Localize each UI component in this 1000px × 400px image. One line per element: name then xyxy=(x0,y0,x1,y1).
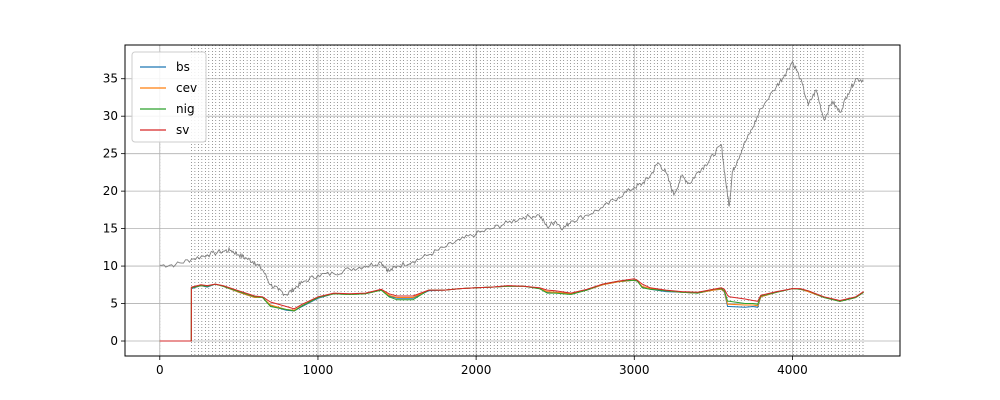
plot-frame xyxy=(124,44,901,357)
y-tick-label: 0 xyxy=(110,334,118,348)
y-tick-label: 5 xyxy=(110,297,118,311)
vertical-dotted-markers xyxy=(159,45,864,356)
x-tick-label: 2000 xyxy=(461,363,492,377)
axis-ticks: 0 1000 2000 3000 4000 0 5 10 15 20 25 30 35 xyxy=(103,72,808,377)
x-tick-label: 4000 xyxy=(777,363,808,377)
series-line-nig xyxy=(159,279,864,342)
legend-label-nig: nig xyxy=(176,102,195,116)
y-tick-label: 35 xyxy=(103,72,118,86)
legend-label-cev: cev xyxy=(176,81,197,95)
price-line xyxy=(159,60,864,297)
legend-label-sv: sv xyxy=(176,123,189,137)
legend-label-bs: bs xyxy=(176,60,190,74)
y-tick-label: 30 xyxy=(103,109,118,123)
model-series-layer xyxy=(159,278,864,342)
legend: bs cev nig sv xyxy=(131,51,207,143)
y-tick-label: 20 xyxy=(103,184,118,198)
series-line-cev xyxy=(159,279,864,342)
y-tick-label: 25 xyxy=(103,147,118,161)
legend-box xyxy=(131,51,207,143)
x-tick-label: 3000 xyxy=(619,363,650,377)
price-series-layer xyxy=(159,60,864,297)
y-tick-label: 15 xyxy=(103,222,118,236)
x-tick-label: 0 xyxy=(156,363,164,377)
y-tick-label: 10 xyxy=(103,259,118,273)
series-line-sv xyxy=(159,278,864,342)
x-tick-label: 1000 xyxy=(303,363,334,377)
